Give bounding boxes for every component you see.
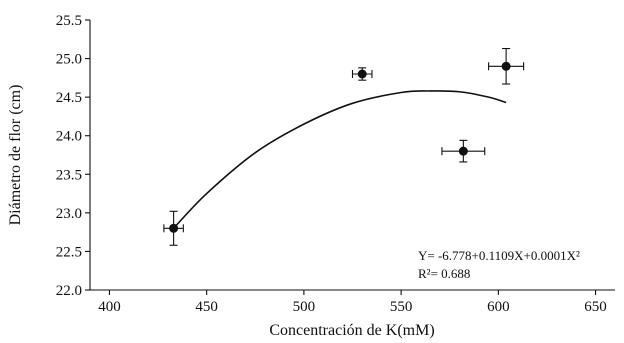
x-tick-label: 600: [487, 299, 510, 315]
data-point: [351, 67, 373, 81]
y-tick-label: 22.0: [56, 283, 82, 299]
point-marker: [357, 69, 367, 79]
point-marker: [458, 146, 468, 156]
y-axis-title: Diámetro de flor (cm): [7, 85, 24, 226]
data-point: [488, 47, 525, 85]
x-tick-label: 500: [293, 299, 316, 315]
data-points: [163, 47, 525, 246]
point-marker: [501, 61, 511, 71]
y-tick-label: 22.5: [56, 244, 82, 260]
y-tick-label: 23.0: [56, 206, 82, 222]
x-tick-label: 400: [98, 299, 121, 315]
y-tick-label: 23.5: [56, 167, 82, 183]
y-tick-label: 24.0: [56, 129, 82, 145]
y-ticks: 22.0 22.5 23.0 23.5 24.0 24.5 25.0 25.5: [56, 13, 90, 299]
axes: [89, 20, 615, 291]
x-tick-label: 550: [390, 299, 413, 315]
data-point: [441, 139, 486, 163]
x-ticks: 400 450 500 550 600 650: [98, 290, 607, 315]
point-marker: [169, 223, 179, 233]
fit-curve: [173, 90, 507, 229]
x-tick-label: 450: [195, 299, 218, 315]
data-point: [163, 210, 184, 246]
r-squared-annotation: R²= 0.688: [418, 266, 470, 281]
y-tick-label: 24.5: [56, 90, 82, 106]
y-tick-label: 25.5: [56, 13, 82, 29]
x-axis-title: Concentración de K(mM): [269, 322, 434, 339]
y-tick-label: 25.0: [56, 52, 82, 68]
x-tick-label: 650: [584, 299, 607, 315]
equation-annotation: Y= -6.778+0.1109X+0.0001X²: [418, 248, 580, 263]
